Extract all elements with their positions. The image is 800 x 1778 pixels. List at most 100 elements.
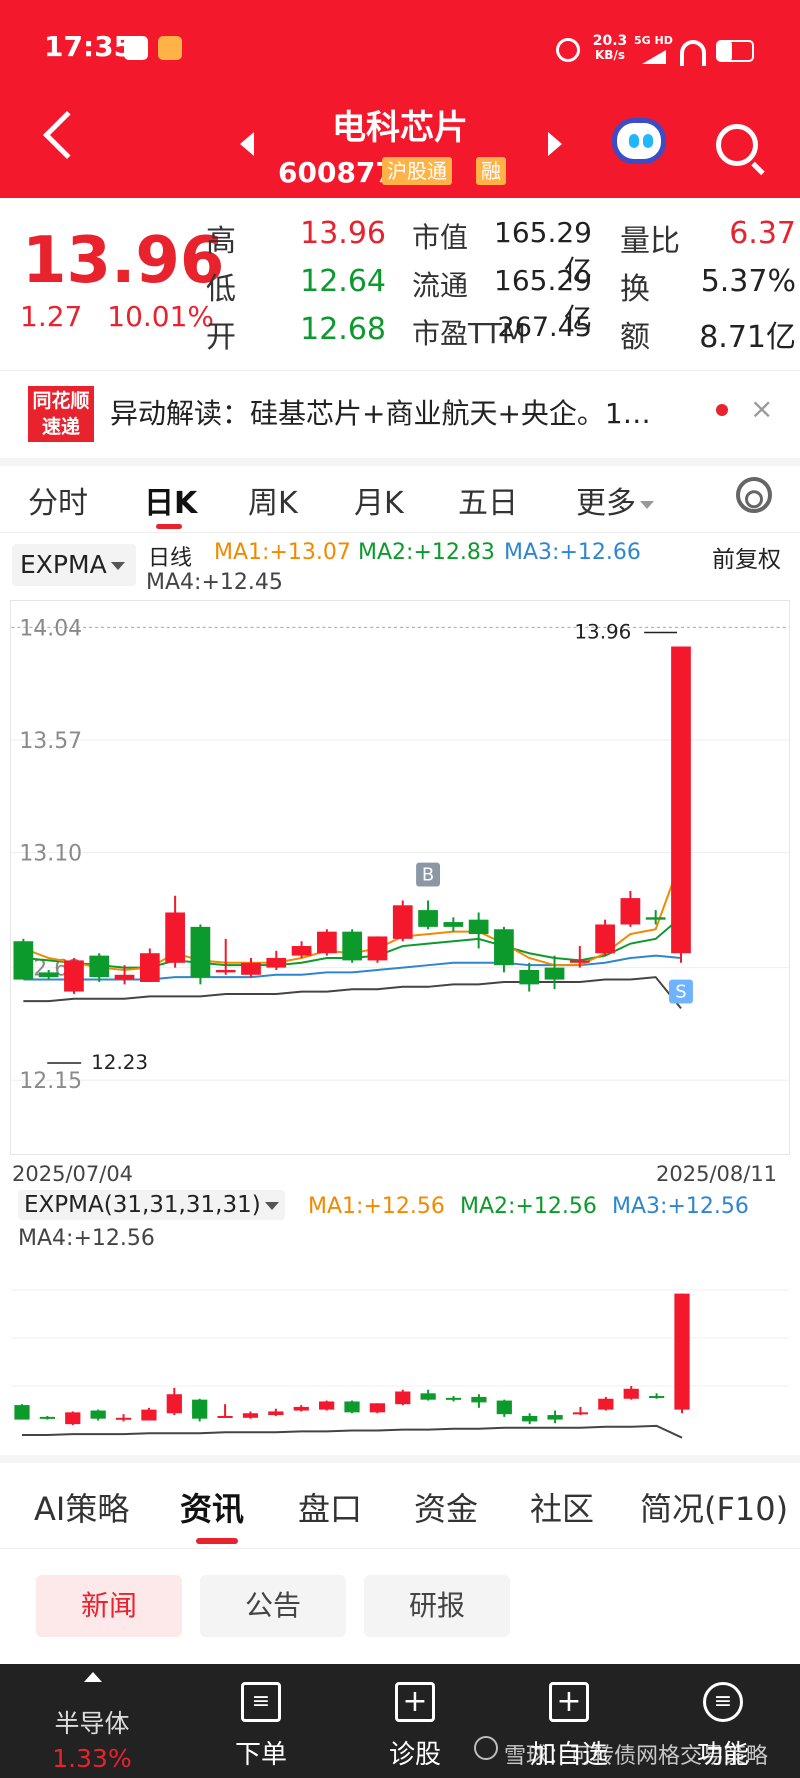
divider: [0, 1548, 800, 1549]
sub-candle-body: [547, 1415, 563, 1420]
ma4-line: [23, 976, 682, 1009]
open-value: 12.68: [300, 312, 386, 347]
sub-candle-body: [445, 1397, 462, 1400]
chevron-down-icon: [110, 562, 125, 570]
tab-intraday[interactable]: 分时: [28, 486, 88, 521]
app-header: 17:35 20.3 KB/s 5G HD 电科芯片 600877 沪股通 融: [0, 0, 800, 198]
tab-funds[interactable]: 资金: [414, 1490, 479, 1528]
prev-stock-arrow-icon[interactable]: [240, 132, 254, 156]
order-button[interactable]: ≡ 下单: [184, 1664, 338, 1778]
notification-app-icon: [124, 36, 148, 60]
tab-more[interactable]: 更多: [576, 478, 654, 522]
news-tab-news[interactable]: 新闻: [36, 1575, 182, 1637]
net-speed: 20.3 KB/s: [590, 34, 630, 62]
tab-community[interactable]: 社区: [530, 1490, 595, 1528]
function-button[interactable]: ≡ 功能: [646, 1664, 800, 1778]
signal-icon: [642, 50, 666, 64]
indicator-select[interactable]: EXPMA: [12, 544, 136, 586]
tab-underline: [196, 1538, 238, 1544]
chevron-down-icon: [640, 500, 654, 509]
wifi-icon: [680, 40, 706, 66]
chart-settings-icon[interactable]: [728, 469, 780, 521]
sector-button[interactable]: 半导体 1.33%: [0, 1664, 184, 1778]
diagnose-button[interactable]: + 诊股: [338, 1664, 492, 1778]
ma2-legend: MA2:+12.83: [358, 540, 495, 565]
tab-order-book[interactable]: 盘口: [298, 1490, 363, 1528]
tab-info[interactable]: 资讯: [180, 1490, 245, 1528]
divider: [0, 532, 800, 533]
sub-candle-body: [293, 1406, 309, 1411]
candle-body: [392, 905, 413, 939]
chevron-up-icon: [84, 1672, 102, 1682]
watermark-text: 雪球：可转债网格交易策略: [474, 1738, 768, 1770]
news-headline[interactable]: 异动解读：硅基芯片+商业航天+央企。1…: [110, 397, 651, 430]
sector-change: 1.33%: [52, 1744, 132, 1773]
candle-body: [64, 960, 84, 992]
min-price-marker: 12.23: [91, 1051, 148, 1074]
amount-value: 8.71亿: [699, 320, 796, 355]
watermark-label: 雪球：可转债网格交易策略: [504, 1744, 769, 1769]
sub-candle-body: [369, 1403, 385, 1413]
function-label: 功能: [696, 1740, 749, 1770]
xueqiu-logo-icon: [474, 1736, 498, 1760]
mini-kline-chart[interactable]: [10, 1190, 790, 1445]
sub-candle-body: [522, 1415, 538, 1422]
search-icon[interactable]: [716, 124, 758, 166]
tag-hgt: 沪股通: [382, 157, 452, 185]
sub-candle-body: [192, 1399, 208, 1419]
tab-monthly-k[interactable]: 月K: [354, 486, 404, 521]
news-close-button[interactable]: ×: [750, 392, 774, 425]
sub-candle-body: [471, 1396, 487, 1403]
low-label: 低: [206, 272, 236, 307]
sub-candle-body: [39, 1416, 55, 1419]
change-pct: 10.01%: [107, 300, 215, 333]
sub-candle-body: [166, 1394, 182, 1414]
sub-ma4-legend: MA4:+12.56: [18, 1226, 155, 1251]
tab-profile-f10[interactable]: 简况(F10): [640, 1490, 789, 1528]
flash-news-logo: 同花顺 速递: [28, 386, 94, 442]
candle-body: [620, 898, 641, 925]
sub-indicator-select[interactable]: EXPMA(31,31,31,31): [18, 1190, 285, 1220]
candle-body: [418, 910, 438, 927]
max-price-marker: 13.96: [574, 621, 631, 644]
candle-body: [519, 969, 540, 985]
candle-body: [190, 926, 211, 978]
ai-assistant-robot-icon[interactable]: [612, 118, 666, 164]
last-price: 13.96: [22, 224, 225, 298]
candle-body: [266, 958, 287, 968]
news-tab-research[interactable]: 研报: [364, 1575, 510, 1637]
line-type-label: 日线: [148, 546, 193, 571]
sub-candle-body: [242, 1413, 259, 1418]
add-watchlist-button[interactable]: + 加自选: [492, 1664, 646, 1778]
high-value: 13.96: [300, 216, 386, 251]
news-tab-announcements[interactable]: 公告: [200, 1575, 346, 1637]
tab-five-day[interactable]: 五日: [458, 486, 518, 521]
sub-candle-body: [420, 1393, 436, 1400]
adjust-mode-button[interactable]: 前复权: [712, 547, 781, 573]
network-type: 5G HD: [634, 34, 673, 47]
candle-body: [215, 969, 236, 973]
add-watchlist-label: 加自选: [529, 1740, 608, 1770]
next-stock-arrow-icon[interactable]: [548, 132, 562, 156]
tab-ai-strategy[interactable]: AI策略: [34, 1490, 130, 1528]
diagnose-label: 诊股: [388, 1740, 441, 1770]
sub-candle-body: [14, 1405, 30, 1420]
battery-icon: [716, 40, 754, 62]
tab-daily-k[interactable]: 日K: [144, 486, 198, 521]
tab-weekly-k[interactable]: 周K: [248, 486, 298, 521]
section-gap: [0, 1455, 800, 1463]
candle-body: [569, 960, 590, 963]
candle-body: [317, 931, 337, 954]
chevron-down-icon: [264, 1201, 279, 1210]
amount-label: 额: [620, 320, 650, 355]
candle-body: [544, 967, 565, 980]
order-label: 下单: [234, 1740, 287, 1770]
candle-body: [89, 955, 110, 978]
candle-body: [291, 946, 312, 956]
candle-body: [139, 953, 160, 982]
float-value: 165.29亿: [494, 264, 592, 335]
sub-candle-body: [623, 1388, 639, 1399]
y-tick-label: 12.15: [19, 1069, 82, 1094]
net-speed-value: 20.3: [592, 33, 628, 49]
